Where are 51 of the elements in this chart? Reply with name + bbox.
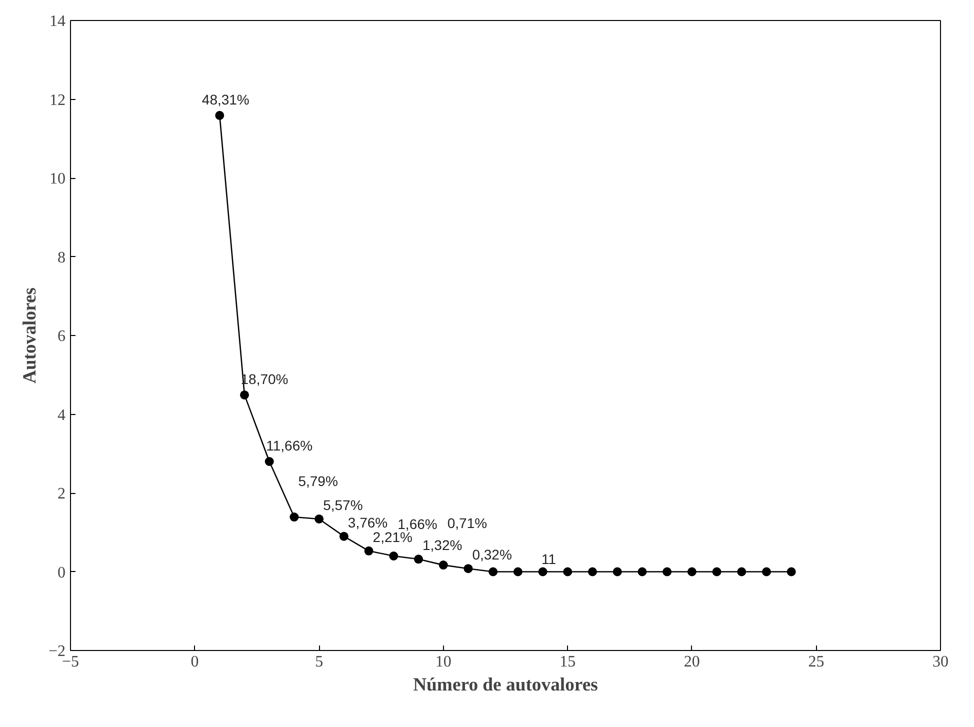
point [687, 567, 696, 576]
annotation: 1,66% [398, 516, 438, 532]
point [264, 457, 274, 466]
point [339, 532, 348, 541]
point [762, 567, 771, 576]
point [588, 567, 597, 576]
point [414, 554, 423, 564]
annotation: 1,32% [422, 537, 462, 554]
y-tick-label: 8 [58, 249, 66, 266]
point [389, 552, 398, 560]
point [638, 567, 647, 576]
x-tick-label: 20 [684, 654, 700, 670]
x-tick-label: 30 [932, 654, 948, 670]
y-tick-label: 2 [58, 486, 66, 502]
annotation: 5,57% [323, 496, 363, 513]
point [513, 567, 522, 576]
point [712, 567, 722, 576]
point [612, 567, 622, 576]
point [240, 390, 249, 400]
x-tick-label: 25 [808, 654, 824, 670]
point [215, 110, 224, 120]
point [464, 564, 473, 574]
annotation: 0,71% [447, 515, 488, 532]
point [364, 546, 374, 556]
x-tick-label: 5 [315, 654, 324, 670]
point [737, 567, 746, 576]
annotation: 11 [542, 550, 556, 567]
annotation: 11,66% [266, 438, 313, 454]
y-tick-label: 12 [50, 92, 66, 109]
x-tick-label: 15 [560, 654, 576, 670]
annotation: 5,79% [298, 473, 338, 490]
y-axis-title: Autovalores [19, 287, 40, 384]
point [538, 567, 548, 576]
y-tick-label: 0 [58, 564, 66, 582]
point [438, 560, 448, 570]
x-tick-label: 10 [435, 654, 452, 670]
y-tick-label: 10 [50, 170, 66, 188]
point [786, 567, 796, 576]
annotation: 0,32% [472, 546, 512, 563]
annotation: 48,31% [202, 91, 250, 108]
y-tick-label: 4 [58, 406, 66, 424]
x-axis-title: Número de autovalores [413, 674, 598, 696]
point [563, 567, 572, 576]
point [488, 567, 498, 576]
x-tick-label: 0 [190, 654, 199, 670]
annotation: 3,76% [348, 514, 388, 530]
y-tick-label: 6 [58, 328, 66, 345]
point [662, 567, 672, 576]
point [290, 512, 299, 522]
point [314, 514, 324, 524]
y-tick-label: 14 [50, 13, 66, 30]
